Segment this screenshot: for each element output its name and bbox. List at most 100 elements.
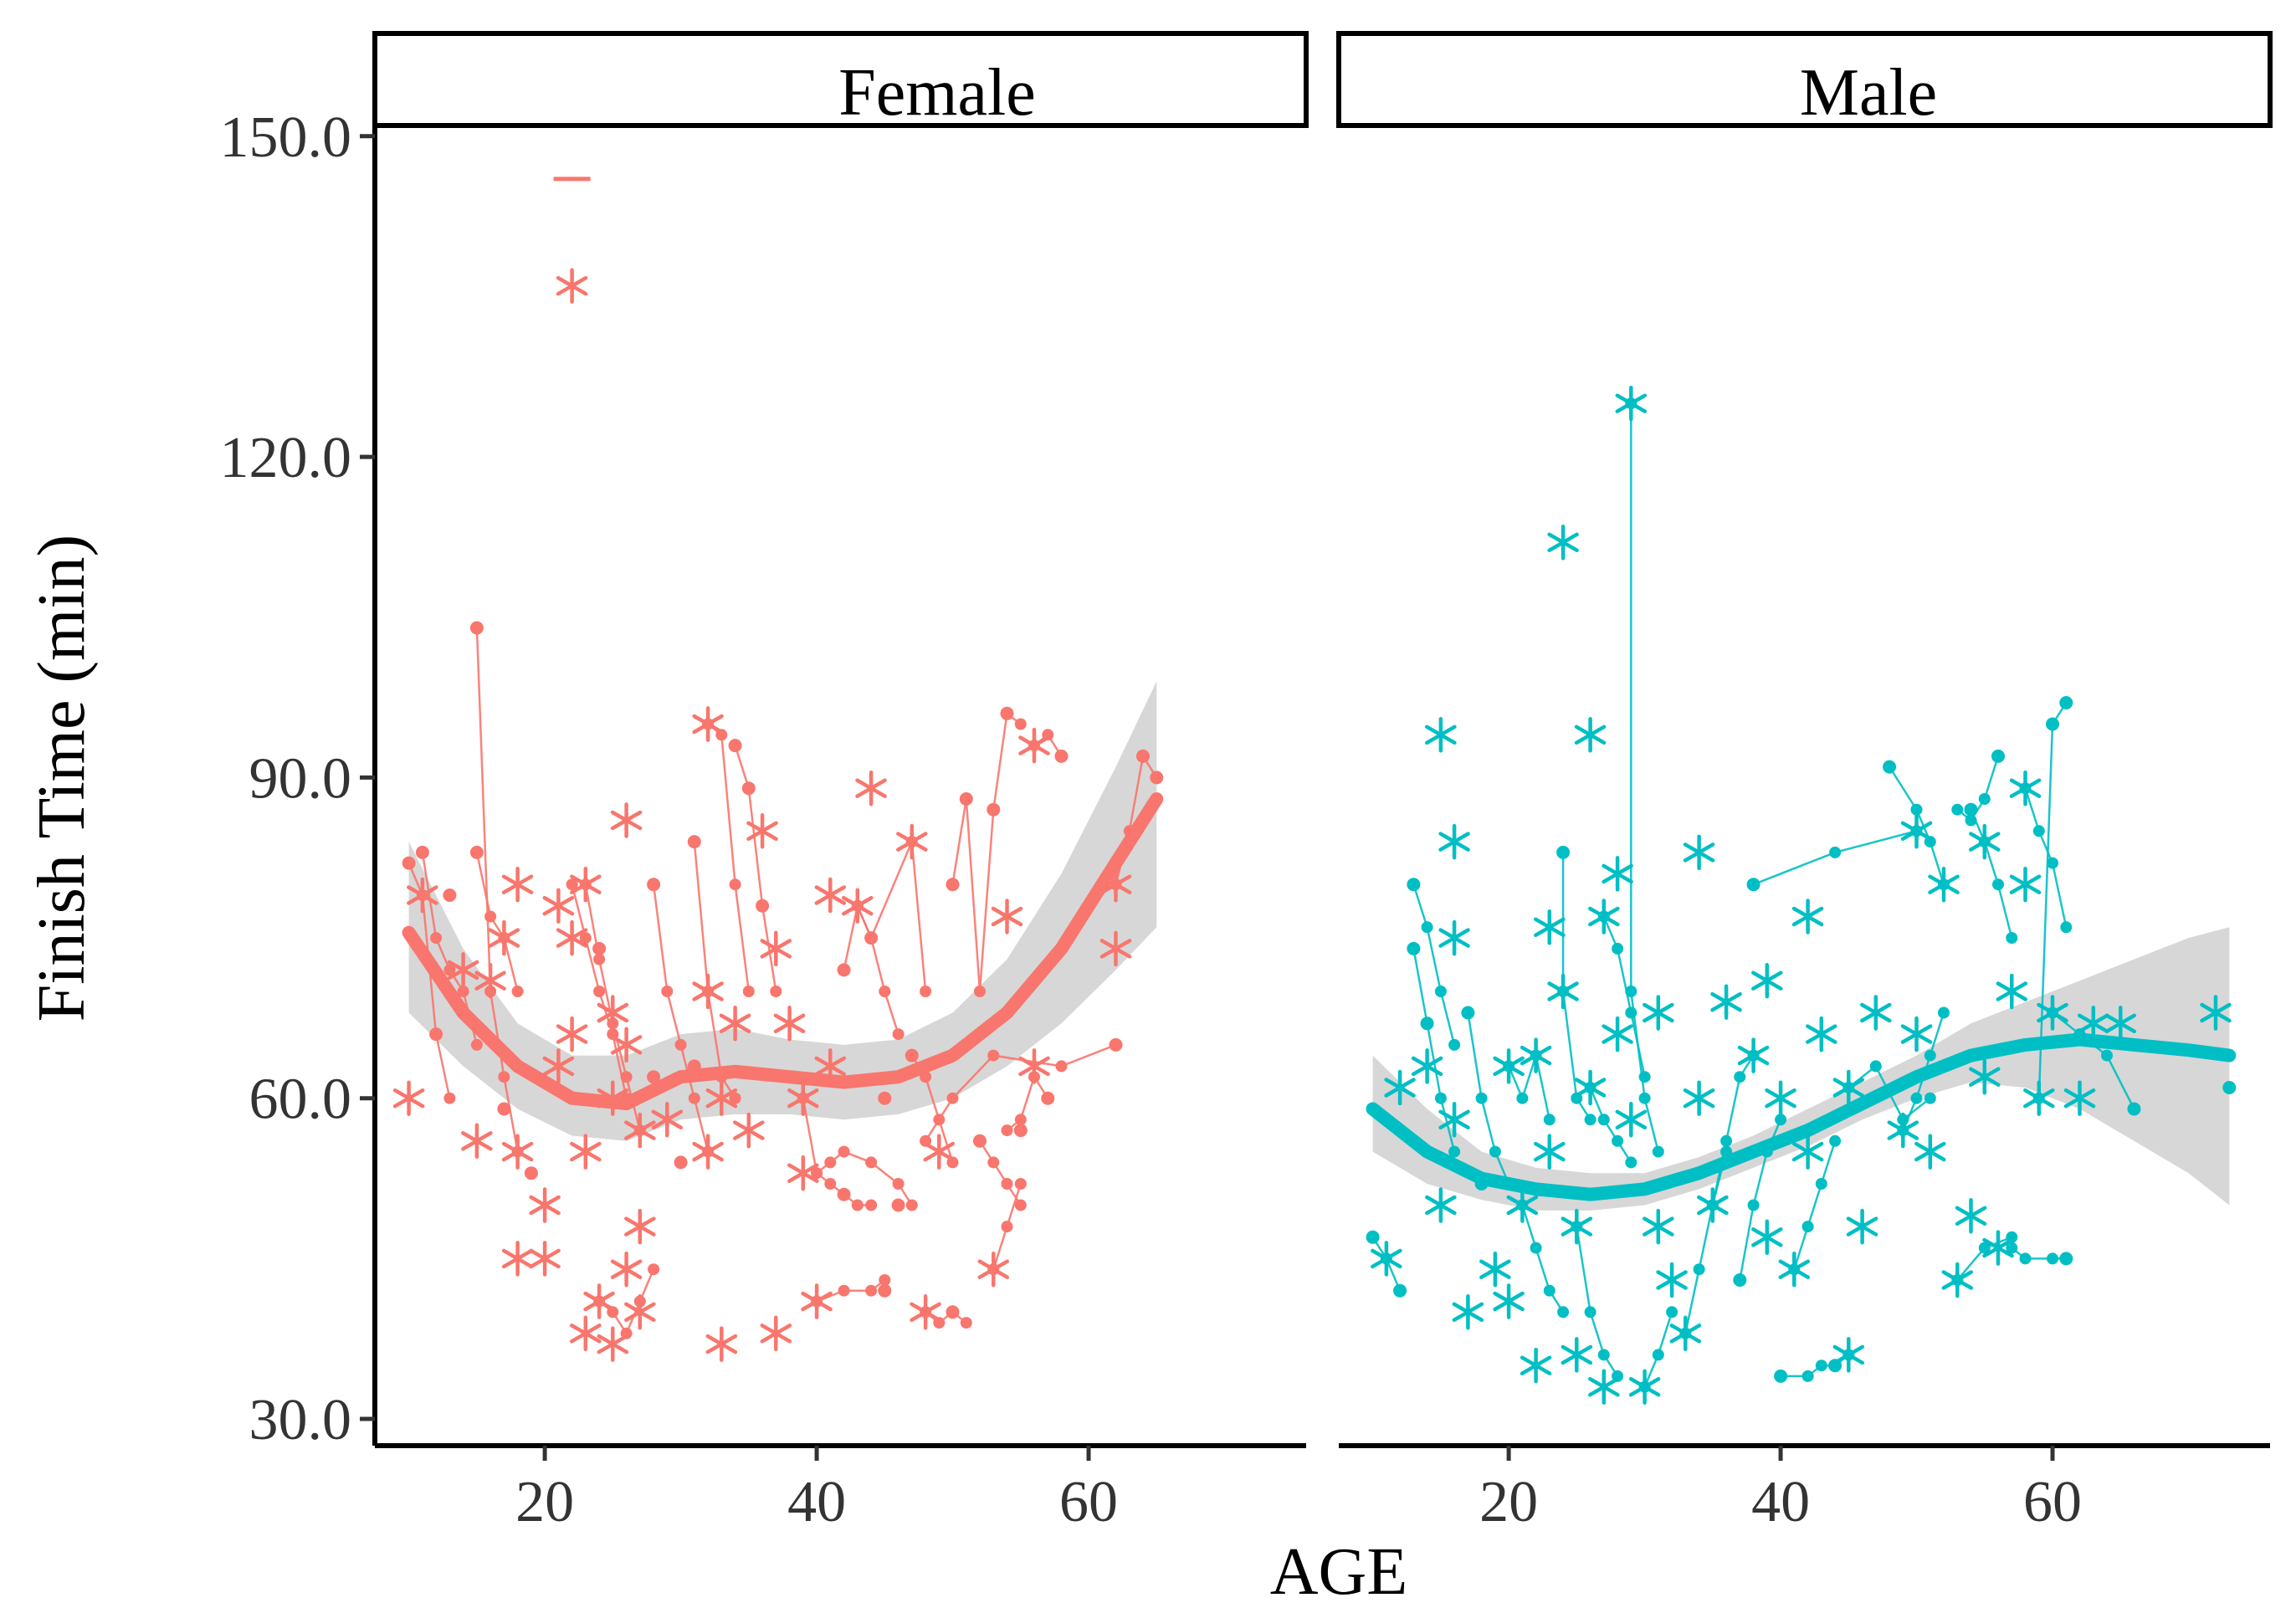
data-point — [987, 1156, 1000, 1169]
data-point — [959, 792, 973, 806]
data-point-star — [1452, 1294, 1484, 1330]
data-point-star — [1520, 1037, 1552, 1073]
data-point — [1883, 760, 1897, 774]
data-point-star — [1656, 1262, 1688, 1298]
trend-line-female — [402, 792, 1164, 1111]
data-point-star — [556, 268, 588, 304]
data-point-star — [855, 770, 887, 806]
data-point — [987, 802, 1001, 817]
data-point — [1910, 803, 1923, 816]
data-point-star — [1697, 1187, 1729, 1223]
data-point-star — [1425, 717, 1457, 753]
data-point — [1516, 1092, 1529, 1104]
data-point — [905, 1048, 919, 1063]
data-point-star — [1602, 1016, 1633, 1052]
data-point — [1625, 986, 1637, 997]
data-point — [837, 963, 851, 977]
data-point — [1543, 1114, 1555, 1126]
data-point — [1001, 1221, 1013, 1233]
data-point-star — [2009, 866, 2042, 903]
data-point — [920, 986, 932, 997]
connecting-line — [1602, 916, 1646, 1078]
panel-male — [1366, 385, 2237, 1405]
data-point-star — [583, 1283, 615, 1319]
x-tick-label: 60 — [1059, 1470, 1118, 1534]
connecting-line — [1956, 755, 2000, 822]
connecting-line — [1589, 1087, 1632, 1164]
y-tick-label: 150.0 — [220, 105, 352, 170]
data-point-star — [1506, 1187, 1539, 1223]
connecting-line — [707, 723, 751, 992]
data-point — [566, 878, 578, 891]
data-point — [1014, 1199, 1027, 1211]
data-point-star — [610, 1251, 643, 1288]
data-point — [824, 1178, 837, 1190]
data-point-star — [1846, 1208, 1878, 1245]
y-tick-label: 60.0 — [249, 1068, 352, 1132]
data-point-star — [910, 1294, 941, 1330]
data-point — [1652, 1349, 1664, 1361]
data-point-star — [991, 899, 1023, 935]
data-point — [1013, 1124, 1028, 1138]
data-point — [1869, 1060, 1882, 1073]
data-point-star — [597, 1326, 629, 1362]
data-point — [1597, 1349, 1610, 1361]
data-point — [838, 1284, 850, 1297]
data-point-star — [542, 1048, 575, 1084]
confidence-band — [408, 681, 1157, 1141]
data-point-star — [1751, 1219, 1783, 1256]
data-point — [2059, 1252, 2073, 1266]
data-point-star — [719, 1006, 751, 1042]
data-point — [498, 1071, 510, 1083]
data-point — [1041, 1091, 1055, 1105]
data-point-star — [977, 1251, 1010, 1288]
data-point-star — [1710, 984, 1742, 1020]
data-point-star — [529, 1241, 561, 1277]
connecting-line — [1793, 1140, 1837, 1270]
data-point-star — [1479, 1251, 1511, 1288]
data-point — [1557, 1306, 1570, 1319]
data-point-star — [624, 1208, 656, 1245]
confidence-band-female — [408, 681, 1157, 1141]
data-point — [1448, 1038, 1461, 1051]
data-point — [987, 1049, 1000, 1062]
data-point — [593, 953, 606, 965]
data-point-star — [1425, 1187, 1457, 1223]
data-point-star — [570, 1315, 602, 1352]
connecting-line — [475, 852, 519, 992]
data-point-star — [1969, 823, 2001, 860]
connecting-line — [475, 627, 519, 1152]
data-point — [1815, 1178, 1827, 1190]
data-point-star — [760, 1315, 792, 1352]
data-point-star — [407, 877, 438, 914]
connecting-line — [734, 745, 777, 992]
data-point-star — [692, 1134, 724, 1170]
data-point-star — [787, 1080, 819, 1116]
data-point — [1136, 749, 1150, 763]
data-point — [1910, 1092, 1923, 1104]
x-tick-label: 40 — [1751, 1470, 1810, 1534]
data-point — [674, 1155, 688, 1170]
data-point-star — [1860, 995, 1892, 1031]
data-point — [1448, 1145, 1461, 1158]
trend-line — [1366, 1032, 2237, 1201]
connecting-line — [1630, 403, 1660, 1152]
connecting-line — [2024, 787, 2068, 928]
data-point — [2006, 1242, 2018, 1254]
strip-label-female: Female — [838, 56, 1035, 130]
data-point — [2006, 932, 2018, 945]
data-point — [892, 1028, 905, 1041]
data-point-star — [2077, 1006, 2109, 1042]
data-point-star — [1561, 1208, 1593, 1245]
data-point — [837, 1187, 851, 1201]
data-point — [2060, 921, 2073, 934]
data-point-star — [923, 1134, 956, 1170]
data-point-star — [2037, 995, 2068, 1031]
data-point-star — [1588, 899, 1620, 935]
data-point-star — [1941, 1262, 1974, 1298]
data-point-star — [1778, 1251, 1811, 1288]
connecting-line — [1412, 883, 1456, 1046]
data-point — [933, 1114, 946, 1126]
data-point — [511, 986, 524, 997]
